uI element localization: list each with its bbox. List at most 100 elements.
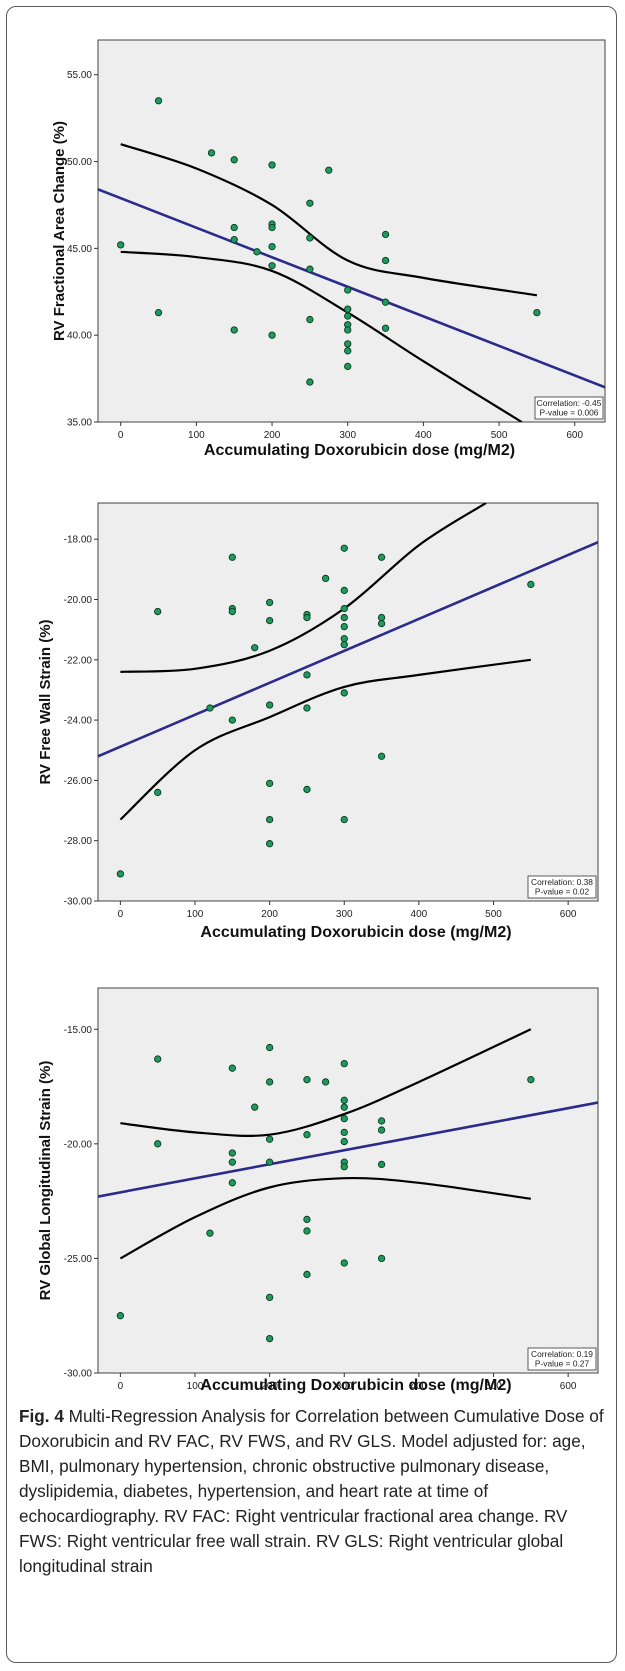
data-point <box>266 1079 272 1085</box>
x-tick-label: 500 <box>491 430 508 441</box>
plot-area <box>98 503 598 901</box>
data-point <box>378 1161 384 1167</box>
data-point <box>229 1180 235 1186</box>
x-axis-label: Accumulating Doxorubicin dose (mg/M2) <box>204 442 515 459</box>
y-tick-label: -18.00 <box>64 535 93 546</box>
data-point <box>341 642 347 648</box>
x-tick-label: 200 <box>261 909 278 920</box>
data-point <box>307 200 313 206</box>
y-tick-label: -20.00 <box>64 595 93 606</box>
data-point <box>269 224 275 230</box>
chart-gls: -30.00-25.00-20.00-15.000 100 200 300 400 500… <box>0 950 625 1400</box>
data-point <box>207 705 213 711</box>
y-axis-label: RV Global Longitudinal Strain (%) <box>37 1061 54 1301</box>
data-point <box>266 780 272 786</box>
stats-text: Correlation: 0.19 <box>531 1349 593 1359</box>
y-tick-label: -20.00 <box>64 1139 93 1150</box>
data-point <box>117 871 123 877</box>
x-tick-label: 0 <box>118 430 124 441</box>
y-axis-label: RV Fractional Area Change (%) <box>51 121 68 341</box>
data-point <box>326 167 332 173</box>
data-point <box>341 690 347 696</box>
data-point <box>345 341 351 347</box>
y-tick-label: -25.00 <box>64 1254 93 1265</box>
data-point <box>378 1118 384 1124</box>
data-point <box>304 705 310 711</box>
y-tick-label: 45.00 <box>67 244 92 255</box>
data-point <box>207 1230 213 1236</box>
data-point <box>155 1056 161 1062</box>
data-point <box>304 1131 310 1137</box>
x-tick-label: 500 <box>485 909 502 920</box>
data-point <box>304 786 310 792</box>
y-tick-label: -26.00 <box>64 776 93 787</box>
data-point <box>378 1127 384 1133</box>
data-point <box>266 1044 272 1050</box>
data-point <box>266 1159 272 1165</box>
data-point <box>155 789 161 795</box>
data-point <box>341 1164 347 1170</box>
data-point <box>307 266 313 272</box>
data-point <box>252 1104 258 1110</box>
stats-text: Correlation: -0.45 <box>537 398 602 408</box>
data-point <box>304 1271 310 1277</box>
caption-label: Fig. 4 <box>19 1406 64 1426</box>
data-point <box>528 581 534 587</box>
plot-area <box>98 988 598 1373</box>
data-point <box>378 554 384 560</box>
data-point <box>345 363 351 369</box>
data-point <box>304 614 310 620</box>
data-point <box>229 1159 235 1165</box>
y-tick-label: 50.00 <box>67 157 92 168</box>
data-point <box>269 243 275 249</box>
data-point <box>231 224 237 230</box>
y-tick-label: 40.00 <box>67 331 92 342</box>
data-point <box>155 1141 161 1147</box>
caption-body: Model adjusted for: age, BMI, pulmonary … <box>19 1431 586 1576</box>
data-point <box>341 587 347 593</box>
data-point <box>208 150 214 156</box>
data-point <box>266 1335 272 1341</box>
data-point <box>155 608 161 614</box>
data-point <box>304 672 310 678</box>
data-point <box>341 1138 347 1144</box>
y-tick-label: 35.00 <box>67 418 92 429</box>
x-tick-label: 300 <box>336 909 353 920</box>
x-tick-label: 100 <box>188 430 205 441</box>
data-point <box>378 620 384 626</box>
y-tick-label: -30.00 <box>64 1369 93 1380</box>
data-point <box>269 332 275 338</box>
x-tick-label: 600 <box>566 430 583 441</box>
x-tick-label: 300 <box>339 430 356 441</box>
data-point <box>229 1065 235 1071</box>
plot-area <box>98 40 605 422</box>
data-point <box>341 1115 347 1121</box>
x-tick-label: 400 <box>415 430 432 441</box>
y-axis-label: RV Free Wall Strain (%) <box>37 619 54 784</box>
y-tick-label: -30.00 <box>64 897 93 908</box>
x-tick-label: 600 <box>560 909 577 920</box>
data-point <box>155 98 161 104</box>
data-point <box>231 236 237 242</box>
x-tick-label: 0 <box>118 909 124 920</box>
data-point <box>231 157 237 163</box>
data-point <box>345 327 351 333</box>
data-point <box>252 645 258 651</box>
data-point <box>304 1076 310 1082</box>
data-point <box>254 249 260 255</box>
y-tick-label: -24.00 <box>64 716 93 727</box>
stats-text: P-value = 0.02 <box>535 887 590 897</box>
x-tick-label: 400 <box>411 909 428 920</box>
data-point <box>341 816 347 822</box>
data-point <box>304 1228 310 1234</box>
stats-text: P-value = 0.27 <box>535 1359 590 1369</box>
x-tick-label: 0 <box>118 1381 124 1392</box>
data-point <box>341 1104 347 1110</box>
chart-fac: 35.0040.0045.0050.0055.000 100 200 300 400 50… <box>0 0 625 460</box>
data-point <box>322 575 328 581</box>
stats-text: P-value = 0.006 <box>540 408 599 418</box>
data-point <box>229 717 235 723</box>
data-point <box>266 816 272 822</box>
y-tick-label: -28.00 <box>64 836 93 847</box>
data-point <box>378 753 384 759</box>
